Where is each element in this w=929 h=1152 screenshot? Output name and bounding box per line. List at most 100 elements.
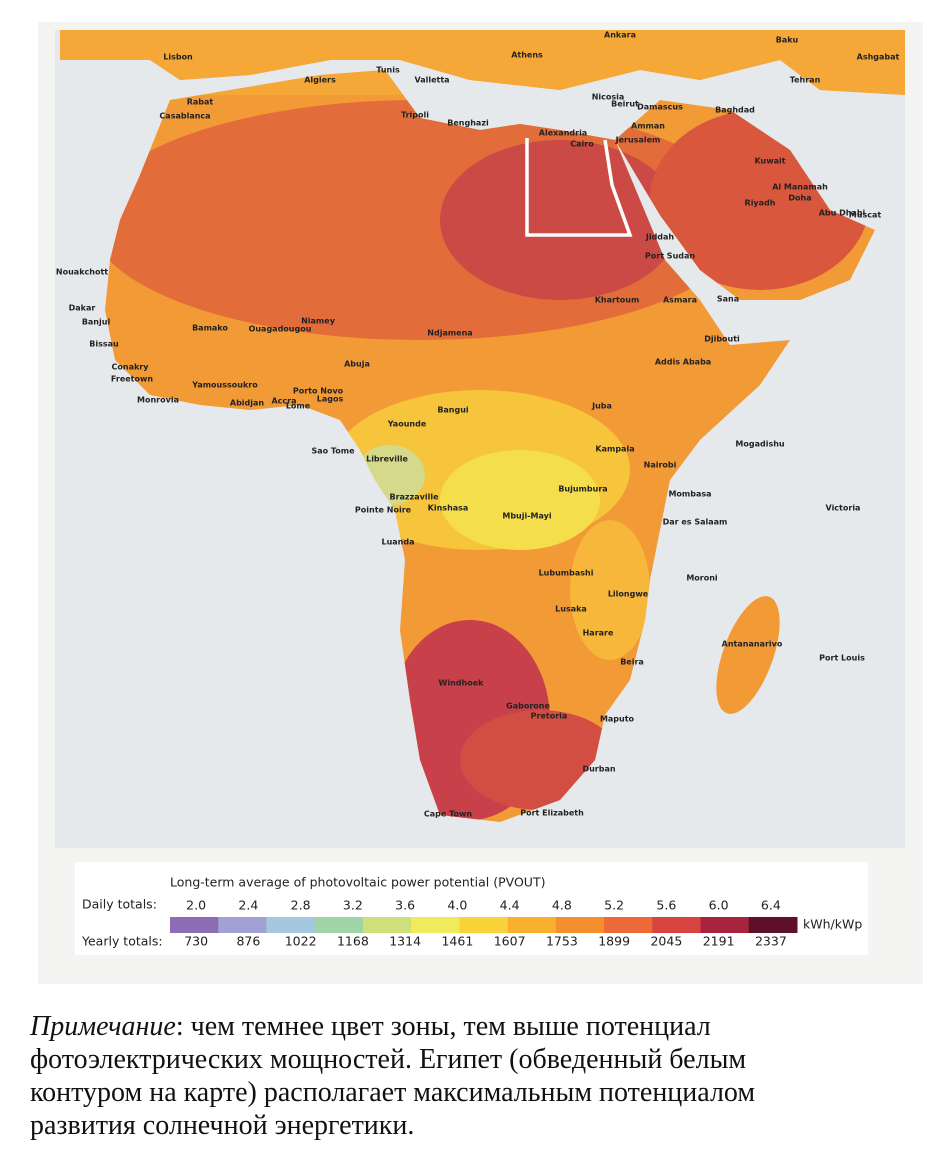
city-label: Lagos — [317, 395, 344, 404]
daily-value: 4.8 — [552, 898, 572, 913]
city-label: Cairo — [570, 140, 594, 149]
city-label: Valletta — [414, 76, 449, 85]
city-label: Gaborone — [506, 702, 550, 711]
city-label: Niamey — [301, 317, 336, 326]
note-line: фотоэлектрических мощностей. Египет (обв… — [30, 1044, 747, 1075]
city-label: Abidjan — [230, 399, 265, 408]
yearly-value: 1607 — [494, 934, 526, 949]
city-label: Port Elizabeth — [520, 809, 584, 818]
city-label: Cape Town — [424, 810, 472, 819]
city-label: Antananarivo — [722, 640, 783, 649]
city-label: Maputo — [600, 715, 635, 724]
city-label: Conakry — [112, 363, 150, 372]
legend-swatch — [700, 917, 750, 933]
city-label: Kuwait — [754, 157, 785, 166]
city-label: Amman — [631, 122, 665, 131]
daily-value: 6.0 — [709, 898, 729, 913]
legend-swatch — [652, 917, 702, 933]
city-label: Lusaka — [555, 605, 587, 614]
city-label: Dar es Salaam — [663, 518, 728, 527]
city-label: Banjul — [82, 318, 111, 327]
legend-swatch — [748, 917, 798, 933]
city-label: Asmara — [663, 296, 697, 305]
unit-label: kWh/kWp — [803, 917, 862, 932]
yearly-label: Yearly totals: — [81, 934, 163, 949]
city-label: Port Sudan — [645, 252, 695, 261]
city-label: Addis Ababa — [655, 358, 711, 367]
note-line: контуром на карте) располагает максималь… — [30, 1077, 756, 1108]
city-label: Ndjamena — [427, 329, 472, 338]
yearly-value: 2337 — [755, 934, 787, 949]
city-label: Damascus — [637, 103, 683, 112]
city-label: Kampala — [595, 445, 634, 454]
city-label: Abu Dhabi — [819, 209, 866, 218]
daily-label: Daily totals: — [82, 897, 157, 912]
city-labels: Lisbon Algiers Tunis Valletta Athens Ankara Ba… — [56, 31, 900, 819]
legend-swatch — [604, 917, 653, 933]
note-label: Примечание — [30, 1011, 176, 1042]
legend — [75, 862, 868, 955]
city-label: Accra — [271, 397, 296, 406]
daily-value: 4.0 — [447, 898, 467, 913]
legend-swatch — [218, 917, 267, 933]
city-label: Sao Tome — [311, 447, 355, 456]
city-label: Ankara — [604, 31, 636, 40]
legend-swatch — [170, 917, 219, 933]
yearly-value: 1899 — [598, 934, 630, 949]
daily-value: 2.0 — [186, 898, 206, 913]
city-label: Tunis — [376, 66, 400, 75]
city-label: Freetown — [111, 375, 153, 384]
city-label: Jiddah — [645, 233, 675, 242]
legend-swatch — [314, 917, 364, 933]
city-label: Durban — [582, 765, 615, 774]
city-label: Ouagadougou — [249, 325, 312, 334]
city-label: Lome — [286, 402, 311, 411]
city-label: Bamako — [192, 324, 228, 333]
yearly-value: 1168 — [337, 934, 369, 949]
city-label: Yamoussoukro — [191, 381, 258, 390]
city-label: Victoria — [826, 504, 861, 513]
legend-swatch — [411, 917, 460, 933]
city-label: Alexandria — [539, 129, 587, 138]
city-label: Moroni — [686, 574, 718, 583]
city-label: Tripoli — [401, 111, 429, 120]
city-label: Lilongwe — [608, 590, 649, 599]
daily-value: 5.6 — [656, 898, 676, 913]
city-label: Porto Novo — [293, 387, 344, 396]
city-label: Kinshasa — [428, 504, 469, 513]
city-label: Libreville — [366, 455, 408, 464]
city-label: Baghdad — [715, 106, 755, 115]
daily-value: 6.4 — [761, 898, 781, 913]
note-text: : чем темнее цвет зоны, тем выше потенци… — [175, 1011, 711, 1042]
city-label: Yaounde — [387, 420, 427, 429]
city-label: Nairobi — [644, 461, 677, 470]
city-label: Baku — [776, 36, 799, 45]
legend-title: Long-term average of photovoltaic power … — [170, 875, 545, 890]
city-label: Khartoum — [595, 296, 640, 305]
note: Примечание: чем темнее цвет зоны, тем вы… — [30, 1010, 755, 1142]
daily-value: 2.4 — [238, 898, 258, 913]
city-label: Ashgabat — [857, 53, 900, 62]
city-label: Brazzaville — [389, 493, 439, 502]
egypt-outline — [525, 138, 633, 237]
daily-value: 3.6 — [395, 898, 415, 913]
yearly-value: 1753 — [546, 934, 578, 949]
city-label: Djibouti — [704, 335, 740, 344]
yearly-value: 876 — [236, 934, 260, 949]
city-label: Jerusalem — [615, 136, 661, 145]
daily-value: 5.2 — [604, 898, 624, 913]
legend-scale: 2.0 730 2.4 876 2.8 1022 3.2 1168 3.6 1314 4.0 1461… — [170, 898, 798, 949]
daily-value: 4.4 — [500, 898, 520, 913]
yearly-value: 2191 — [703, 934, 735, 949]
city-label: Mogadishu — [735, 440, 785, 449]
legend-swatch — [507, 917, 557, 933]
city-label: Rabat — [187, 98, 214, 107]
city-label: Dakar — [69, 304, 96, 313]
legend-swatch — [362, 917, 412, 933]
city-label: Pointe Noire — [355, 506, 412, 515]
city-label: Athens — [511, 51, 543, 60]
legend-swatch — [555, 917, 605, 933]
city-label: Lisbon — [163, 53, 193, 62]
yearly-value: 1461 — [441, 934, 473, 949]
